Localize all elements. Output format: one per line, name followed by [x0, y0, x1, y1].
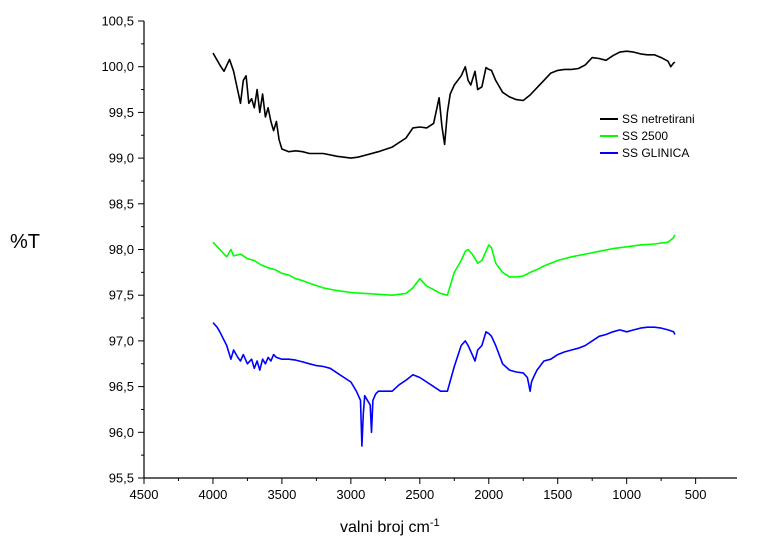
y-tick-label: 99,0: [109, 151, 134, 166]
axes: 95,5 96,0 96,5 97,0 97,5 98,0 98,5 99,0 99,5 100,…: [101, 14, 737, 502]
x-tick-label: 3000: [336, 487, 365, 502]
y-tick-label: 100,5: [101, 14, 134, 29]
series-line-1: [212, 50, 676, 159]
y-tick-label: 100,0: [101, 59, 134, 74]
series-line-3: [212, 322, 676, 447]
y-tick-label: 98,5: [109, 196, 134, 211]
legend: SS netretirani SS 2500 SS GLINICA: [600, 112, 695, 160]
x-tick-label: 2000: [474, 487, 503, 502]
x-tick-label: 4500: [130, 487, 159, 502]
x-tick-label: 500: [685, 487, 707, 502]
x-axis-title-text: valni broj cm: [340, 519, 430, 536]
y-axis-title: %T: [10, 231, 40, 253]
y-tick-label: 95,5: [109, 471, 134, 486]
y-tick-label: 99,5: [109, 105, 134, 120]
x-tick-label: 2500: [405, 487, 434, 502]
x-tick-label: 4000: [198, 487, 227, 502]
x-tick-label: 3500: [267, 487, 296, 502]
y-tick-label: 98,0: [109, 242, 134, 257]
series-line-2: [212, 234, 676, 297]
y-tick-label: 97,5: [109, 288, 134, 303]
series-layer: [212, 50, 676, 447]
y-tick-label: 96,5: [109, 379, 134, 394]
legend-label-1: SS netretirani: [622, 112, 695, 126]
x-tick-label: 1000: [612, 487, 641, 502]
x-tick-label: 1500: [543, 487, 572, 502]
y-tick-label: 97,0: [109, 333, 134, 348]
legend-label-3: SS GLINICA: [622, 146, 689, 160]
x-axis-title-superscript: -1: [430, 517, 440, 529]
legend-label-2: SS 2500: [622, 129, 668, 143]
y-tick-label: 96,0: [109, 425, 134, 440]
x-axis-title: valni broj cm-1: [340, 517, 440, 536]
